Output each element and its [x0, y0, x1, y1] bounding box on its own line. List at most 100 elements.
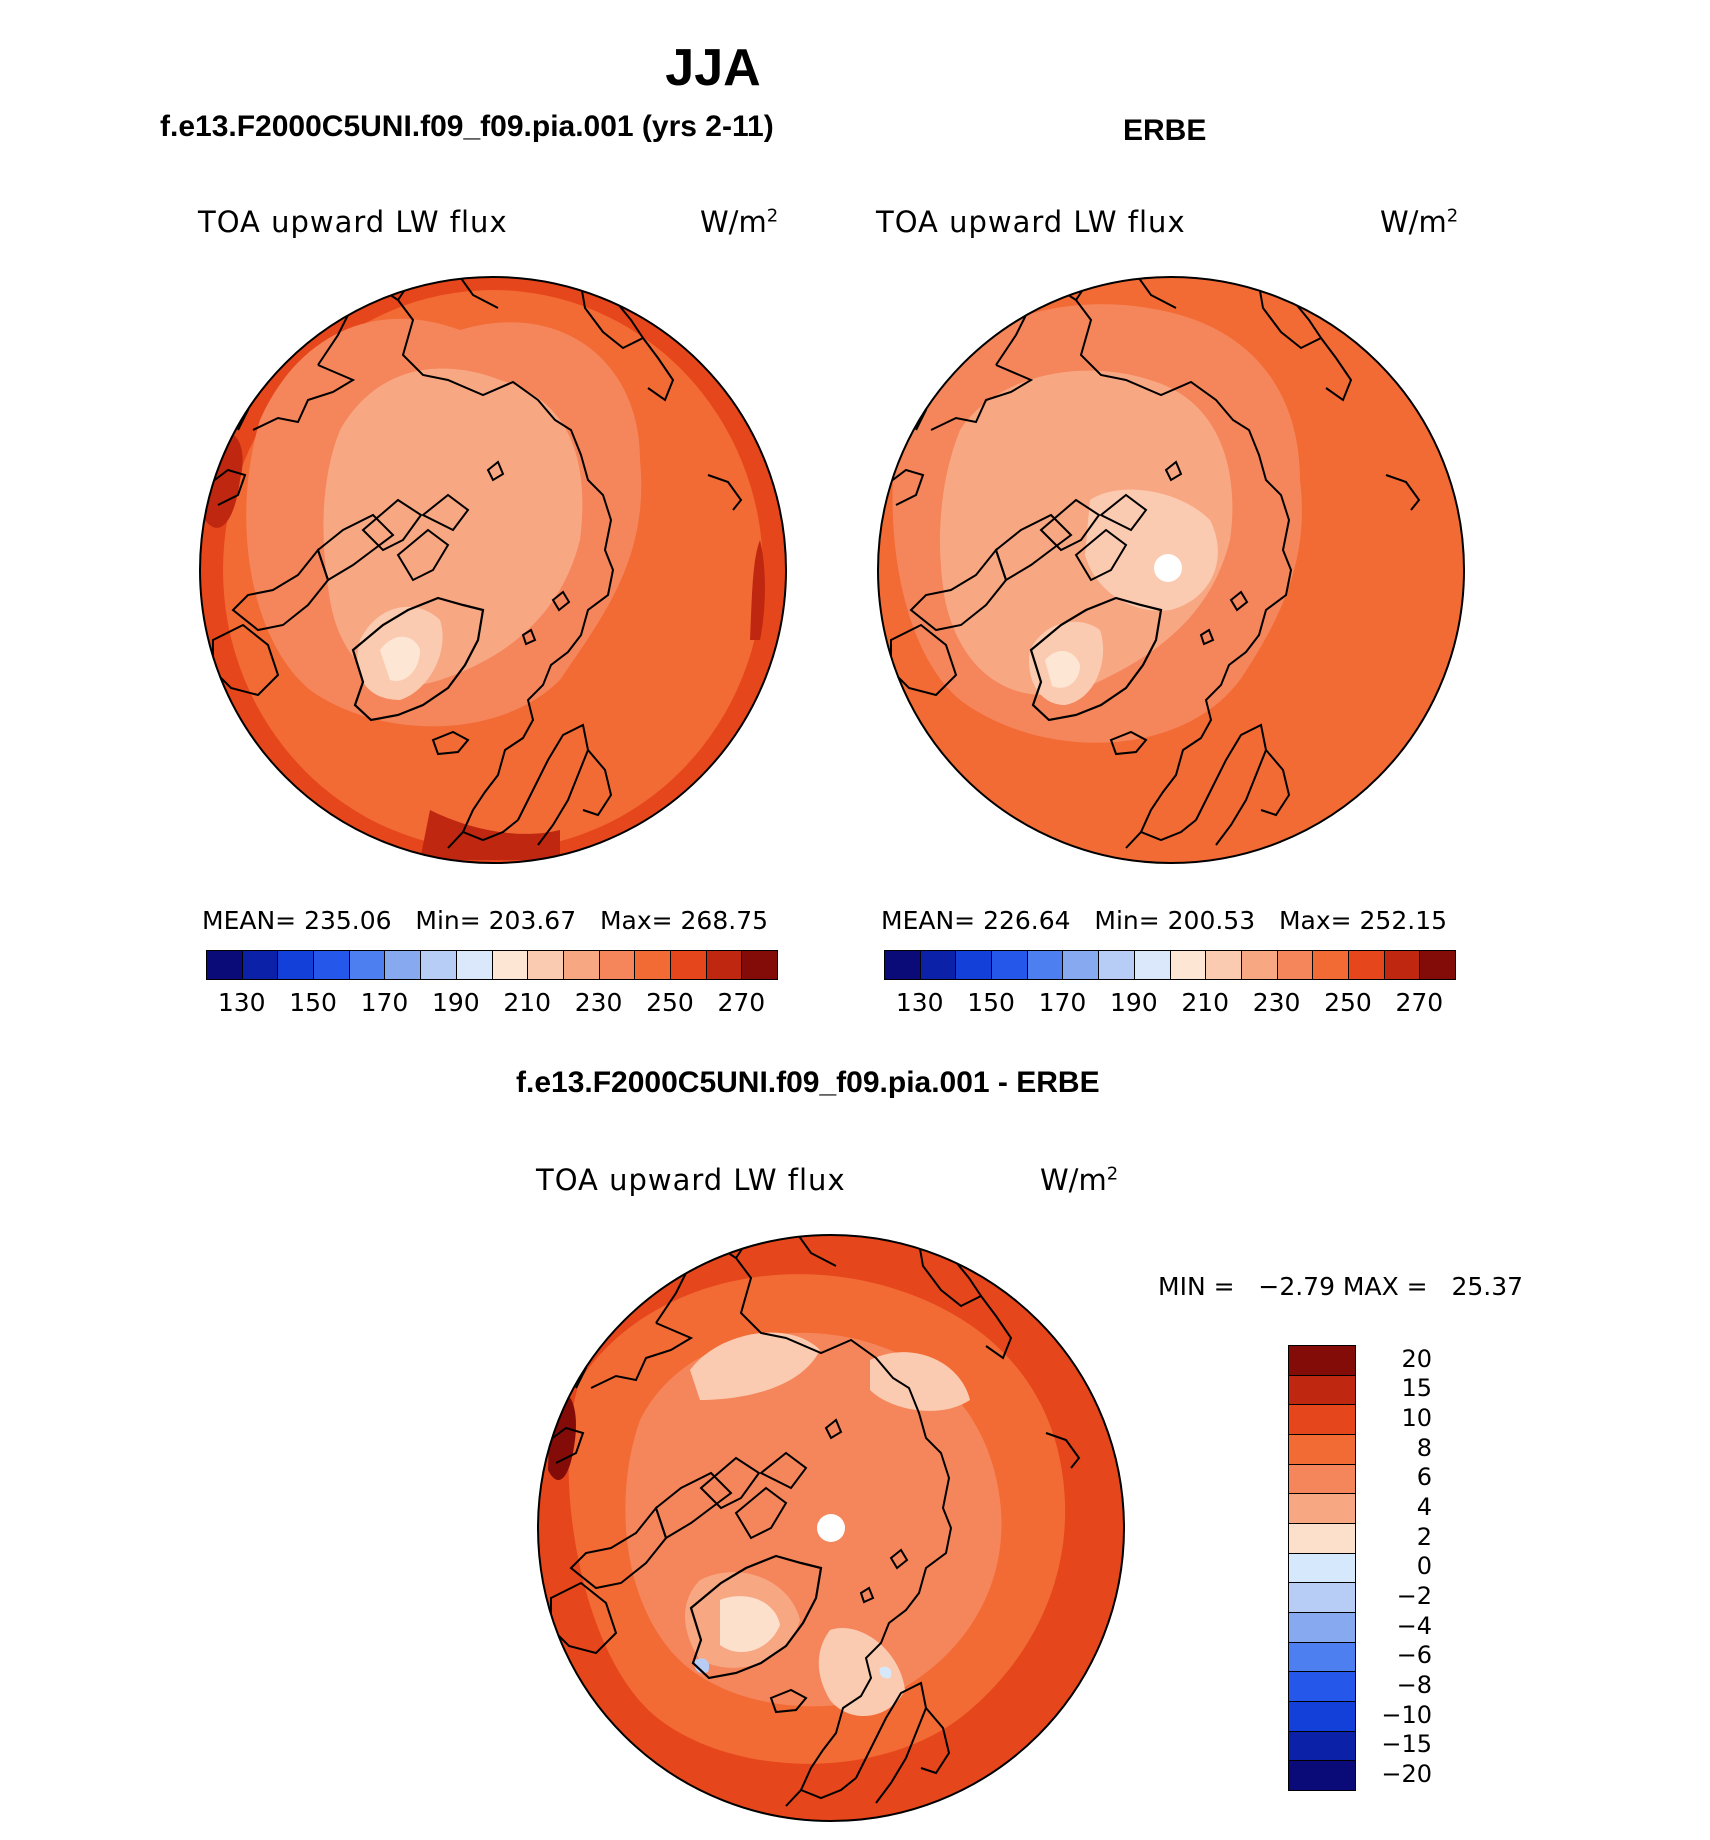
obs-units-label: W/m2 [1380, 205, 1458, 239]
obs-colorbar-swatch [991, 950, 1028, 980]
obs-map-border [877, 276, 1465, 864]
model-colorbar-swatch [598, 950, 636, 980]
model-colorbar-tick-label: 250 [646, 988, 694, 1017]
model-colorbar-tick-label: 130 [217, 988, 266, 1017]
model-colorbar-swatch [705, 950, 743, 980]
obs-units-exp: 2 [1446, 205, 1459, 227]
diff-colorbar-swatch [1288, 1345, 1356, 1376]
model-colorbar-swatch [562, 950, 600, 980]
model-map [200, 277, 786, 863]
obs-colorbar-tick-label: 170 [1038, 988, 1087, 1017]
diff-colorbar-swatch [1288, 1701, 1356, 1732]
obs-units-base: W/m [1380, 205, 1447, 239]
obs-colorbar-swatch [1312, 950, 1349, 980]
obs-colorbar-swatch [884, 950, 921, 980]
model-colorbar [206, 950, 778, 980]
model-units-exp: 2 [766, 205, 779, 227]
obs-colorbar-tick-label: 150 [967, 988, 1015, 1017]
model-colorbar-swatch [241, 950, 279, 980]
obs-colorbar-swatch [1062, 950, 1100, 980]
diff-colorbar-tick-label: −4 [1396, 1611, 1432, 1640]
diff-colorbar-tick-label: 4 [1416, 1493, 1432, 1521]
model-colorbar-swatch [277, 950, 315, 980]
model-colorbar-tick-label: 150 [289, 988, 337, 1017]
model-colorbar-swatch [491, 950, 529, 980]
obs-stats: MEAN= 226.64 Min= 200.53 Max= 252.15 [881, 906, 1448, 935]
obs-colorbar-swatch [1026, 950, 1064, 980]
obs-colorbar-swatch [1383, 950, 1421, 980]
obs-colorbar-swatch [919, 950, 957, 980]
obs-colorbar [884, 950, 1456, 980]
obs-colorbar-swatch [1419, 950, 1456, 980]
diff-colorbar-swatch [1288, 1582, 1356, 1613]
obs-colorbar-tick-label: 250 [1324, 988, 1372, 1017]
diff-colorbar-swatch [1288, 1493, 1356, 1524]
season-title: JJA [665, 39, 761, 97]
model-variable-label: TOA upward LW flux [198, 205, 508, 239]
model-colorbar-swatch [634, 950, 671, 980]
diff-colorbar-swatch [1288, 1671, 1356, 1702]
diff-variable-label: TOA upward LW flux [536, 1163, 846, 1197]
diff-colorbar-swatch [1288, 1760, 1356, 1791]
model-colorbar-tick-label: 270 [717, 988, 766, 1017]
obs-colorbar-labels: 130 150 170 190 210 230 250 270 [884, 988, 1455, 1018]
diff-colorbar-labels: 20 15 10 8 6 4 2 0 −2 −4 −6 −8 −10 −15 −20 [1362, 1345, 1442, 1790]
diff-colorbar-tick-label: −10 [1381, 1700, 1432, 1729]
obs-colorbar-tick-label: 130 [895, 988, 944, 1017]
model-colorbar-swatch [741, 950, 778, 980]
diff-map-border [537, 1234, 1125, 1822]
obs-colorbar-swatch [1276, 950, 1314, 980]
obs-colorbar-tick-label: 230 [1252, 988, 1301, 1017]
diff-colorbar-swatch [1288, 1463, 1356, 1495]
obs-variable-label: TOA upward LW flux [876, 205, 1186, 239]
diff-units-base: W/m [1040, 1163, 1107, 1197]
model-map-border [199, 276, 787, 864]
obs-colorbar-swatch [1347, 950, 1385, 980]
diff-colorbar-tick-label: 10 [1401, 1404, 1432, 1432]
diff-units-exp: 2 [1106, 1163, 1119, 1185]
diff-colorbar-swatch [1288, 1434, 1356, 1465]
model-colorbar-swatch [313, 950, 350, 980]
diff-stats: MIN = −2.79 MAX = 25.37 [1158, 1272, 1524, 1301]
diff-colorbar-tick-label: 15 [1401, 1374, 1432, 1403]
diff-panel-title: f.e13.F2000C5UNI.f09_f09.pia.001 - ERBE [516, 1066, 1100, 1099]
obs-colorbar-tick-label: 210 [1181, 988, 1230, 1017]
obs-colorbar-swatch [1133, 950, 1171, 980]
diff-map [538, 1235, 1124, 1821]
obs-map [878, 277, 1464, 863]
obs-colorbar-swatch [1098, 950, 1135, 980]
diff-colorbar-swatch [1288, 1641, 1356, 1673]
diff-colorbar-tick-label: 2 [1416, 1522, 1432, 1551]
diff-colorbar-swatch [1288, 1730, 1356, 1762]
diff-colorbar-tick-label: −2 [1396, 1582, 1432, 1610]
obs-colorbar-swatch [955, 950, 993, 980]
diff-colorbar-tick-label: 8 [1416, 1433, 1432, 1462]
diff-colorbar-tick-label: −20 [1381, 1760, 1432, 1788]
diff-colorbar-swatch [1288, 1374, 1356, 1406]
diff-colorbar-tick-label: −15 [1381, 1730, 1432, 1759]
diff-colorbar-tick-label: 20 [1401, 1344, 1432, 1373]
model-colorbar-tick-label: 190 [431, 988, 480, 1017]
model-colorbar-swatch [455, 950, 493, 980]
model-units-base: W/m [700, 205, 767, 239]
model-colorbar-swatch [527, 950, 564, 980]
diff-colorbar-tick-label: −6 [1396, 1641, 1432, 1670]
model-stats: MEAN= 235.06 Min= 203.67 Max= 268.75 [202, 906, 769, 935]
diff-colorbar-swatch [1288, 1404, 1356, 1435]
model-colorbar-tick-label: 170 [360, 988, 409, 1017]
model-panel-title: f.e13.F2000C5UNI.f09_f09.pia.001 (yrs 2-… [160, 110, 774, 143]
model-colorbar-swatch [420, 950, 457, 980]
model-colorbar-swatch [669, 950, 707, 980]
diff-colorbar-swatch [1288, 1612, 1356, 1643]
diff-colorbar [1288, 1345, 1356, 1791]
model-colorbar-swatch [384, 950, 422, 980]
diff-units-label: W/m2 [1040, 1163, 1118, 1197]
obs-colorbar-swatch [1205, 950, 1242, 980]
obs-colorbar-tick-label: 190 [1109, 988, 1158, 1017]
model-colorbar-tick-label: 230 [574, 988, 623, 1017]
obs-panel-title: ERBE [1123, 114, 1207, 147]
obs-colorbar-tick-label: 270 [1395, 988, 1444, 1017]
model-colorbar-labels: 130 150 170 190 210 230 250 270 [206, 988, 777, 1018]
